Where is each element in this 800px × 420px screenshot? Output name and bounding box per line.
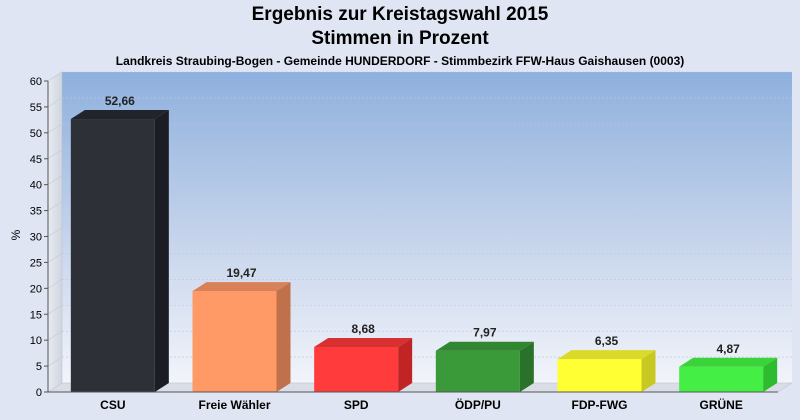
y-axis: 0 5 10 15 20 25 30 35 40 45 50 55 60% bbox=[9, 76, 49, 399]
bar-group: 19,47 bbox=[192, 266, 291, 392]
chart-title: Ergebnis zur Kreistagswahl 2015 bbox=[251, 4, 549, 25]
y-tick-label: 5 bbox=[36, 361, 42, 373]
x-tick-label: SPD bbox=[344, 398, 369, 412]
bar bbox=[314, 347, 399, 392]
bar-group: 4,87 bbox=[679, 342, 778, 392]
bar-top bbox=[557, 350, 656, 360]
y-tick-label: 25 bbox=[30, 257, 42, 269]
x-tick-label: Freie Wähler bbox=[198, 398, 270, 412]
x-tick-label: FDP-FWG bbox=[572, 398, 628, 412]
gridline-wall bbox=[47, 175, 63, 185]
gridline-wall bbox=[47, 123, 63, 134]
bar-value-label: 7,97 bbox=[473, 326, 497, 340]
y-tick-label: 55 bbox=[30, 102, 42, 114]
gridline-wall bbox=[47, 330, 63, 341]
gridline-wall bbox=[47, 227, 63, 237]
y-axis-label: % bbox=[9, 229, 23, 240]
bar-top bbox=[314, 338, 413, 348]
y-tick-label: 20 bbox=[30, 283, 42, 295]
bar-top bbox=[679, 357, 778, 367]
gridline-wall bbox=[47, 71, 63, 82]
bar-top bbox=[192, 282, 291, 292]
x-tick-label: CSU bbox=[100, 398, 125, 412]
bar-group: 7,97 bbox=[435, 326, 534, 392]
bar-top bbox=[435, 341, 534, 351]
bar bbox=[435, 350, 520, 392]
y-tick-label: 50 bbox=[30, 128, 42, 140]
y-tick-label: 15 bbox=[30, 309, 42, 321]
bar-side bbox=[763, 357, 778, 392]
bar bbox=[557, 359, 642, 392]
bar-group: 8,68 bbox=[314, 322, 413, 392]
gridlines bbox=[47, 71, 792, 367]
y-tick-label: 45 bbox=[30, 154, 42, 166]
gridline-wall bbox=[47, 253, 63, 263]
bar-side bbox=[154, 110, 169, 393]
y-tick-label: 40 bbox=[30, 180, 42, 192]
x-tick-label: ÖDP/PU bbox=[455, 397, 501, 412]
bar-value-label: 19,47 bbox=[226, 266, 256, 280]
bar-group: 52,66 bbox=[70, 94, 169, 393]
bar-group: 6,35 bbox=[557, 334, 656, 392]
y-tick-label: 10 bbox=[30, 335, 42, 347]
x-axis: CSU Freie Wähler SPD ÖDP/PU FDP-FWG GRÜNE bbox=[48, 391, 778, 412]
gridline-wall bbox=[47, 97, 63, 108]
y-tick-label: 30 bbox=[30, 232, 42, 244]
gridline-wall bbox=[47, 356, 63, 367]
gridline-wall bbox=[47, 304, 63, 315]
chart-description: Landkreis Straubing-Bogen - Gemeinde HUN… bbox=[115, 54, 685, 68]
gridline-wall bbox=[47, 201, 63, 211]
bar bbox=[70, 119, 155, 393]
bars: 52,66 19,47 8,68 7,97 6,35 4,87 bbox=[70, 94, 778, 393]
bar-side bbox=[641, 350, 656, 392]
y-tick-label: 0 bbox=[36, 387, 42, 399]
bar-value-label: 6,35 bbox=[595, 334, 619, 348]
bar-value-label: 4,87 bbox=[716, 342, 740, 356]
gridline-wall bbox=[47, 279, 63, 289]
chart-subtitle: Stimmen in Prozent bbox=[311, 28, 489, 49]
gridline-wall bbox=[47, 149, 63, 160]
bar-side bbox=[398, 338, 413, 392]
bar bbox=[192, 291, 277, 392]
x-tick-label: GRÜNE bbox=[699, 397, 742, 412]
bar bbox=[679, 366, 764, 392]
bar-value-label: 52,66 bbox=[105, 94, 135, 108]
y-tick-label: 35 bbox=[30, 206, 42, 218]
bar-side bbox=[276, 282, 291, 392]
bar-value-label: 8,68 bbox=[351, 322, 375, 336]
bar-side bbox=[519, 341, 534, 392]
y-tick-label: 60 bbox=[30, 76, 42, 88]
bar-top bbox=[70, 110, 169, 120]
